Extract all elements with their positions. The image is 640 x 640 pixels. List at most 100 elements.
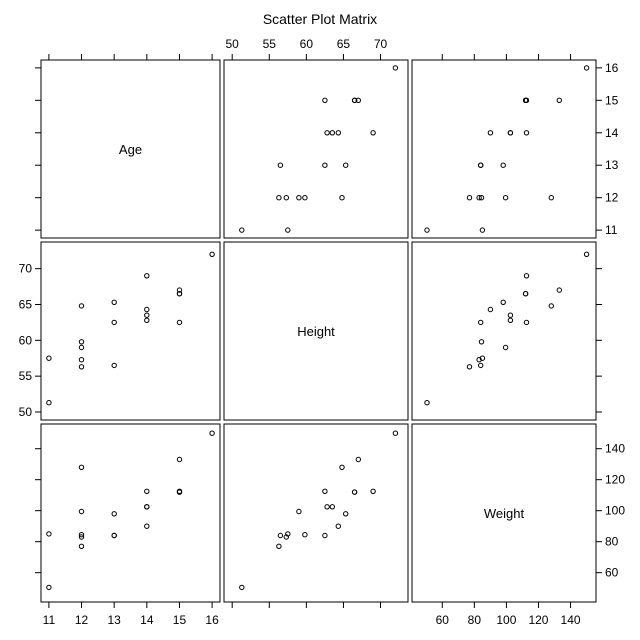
data-point — [78, 364, 85, 370]
data-point — [500, 162, 506, 168]
data-point — [144, 523, 150, 529]
x-tick-label: 60 — [300, 37, 314, 51]
data-point — [296, 508, 302, 515]
data-point — [46, 400, 52, 406]
data-point — [478, 362, 484, 369]
data-point — [46, 584, 52, 591]
y-tick-label: 65 — [19, 297, 33, 311]
data-point — [322, 97, 328, 104]
data-point — [46, 531, 52, 537]
data-point — [370, 130, 376, 136]
x-tick-label: 14 — [140, 613, 154, 627]
data-point — [78, 344, 85, 351]
data-point — [111, 532, 117, 539]
data-point — [322, 162, 328, 168]
data-point — [111, 511, 117, 517]
data-point — [78, 534, 85, 540]
data-point — [283, 195, 289, 201]
data-point — [329, 504, 335, 510]
data-point — [583, 251, 590, 258]
data-point — [424, 227, 430, 233]
y-tick-label: 12 — [605, 191, 619, 205]
data-point — [479, 355, 486, 361]
data-point — [392, 65, 399, 71]
x-tick-label: 60 — [436, 613, 450, 627]
data-point — [487, 306, 494, 313]
data-point — [351, 97, 358, 104]
data-point — [335, 130, 341, 136]
x-tick-label: 15 — [173, 613, 187, 627]
y-tick-label: 16 — [605, 61, 619, 75]
data-point — [277, 162, 284, 168]
data-point — [176, 489, 183, 495]
panel-frame — [40, 423, 221, 603]
data-point — [355, 456, 361, 463]
data-point — [78, 357, 85, 363]
y-tick-label: 13 — [605, 158, 619, 172]
data-point — [522, 97, 529, 104]
x-tick-label: 13 — [107, 613, 121, 627]
y-tick-label: 14 — [605, 126, 619, 140]
data-point — [302, 195, 308, 201]
data-point — [370, 488, 376, 494]
data-point — [46, 355, 52, 361]
data-point — [285, 227, 291, 233]
panel-height-vs-age — [40, 241, 221, 421]
panel-frame — [411, 241, 597, 421]
data-point — [487, 130, 494, 136]
x-tick-label: 50 — [226, 37, 240, 51]
y-tick-label: 60 — [19, 333, 33, 347]
data-point — [502, 195, 509, 201]
x-tick-label: 65 — [337, 37, 351, 51]
chart-title: Scatter Plot Matrix — [263, 11, 377, 27]
data-point — [302, 532, 308, 538]
data-point — [144, 488, 150, 494]
data-point — [478, 339, 485, 345]
data-point — [144, 306, 150, 313]
data-point — [176, 291, 183, 297]
data-point — [343, 511, 349, 517]
data-point — [355, 97, 361, 104]
y-tick-label: 120 — [605, 473, 625, 487]
x-tick-label: 140 — [561, 613, 581, 627]
y-tick-label: 15 — [605, 93, 619, 107]
data-point — [78, 508, 85, 515]
x-tick-label: 120 — [528, 613, 548, 627]
panel-weight-vs-weight: Weight — [411, 423, 597, 603]
data-point — [339, 195, 345, 201]
data-point — [329, 130, 335, 136]
variable-label-age: Age — [119, 142, 142, 157]
data-point — [324, 504, 330, 510]
panel-frame — [411, 59, 597, 239]
data-point — [548, 303, 554, 309]
data-point — [523, 319, 530, 326]
panel-age-vs-age: Age — [40, 59, 221, 239]
data-point — [583, 65, 590, 71]
data-point — [144, 317, 150, 323]
panel-frame — [223, 423, 409, 603]
panel-frame — [40, 241, 221, 421]
data-point — [78, 339, 85, 345]
panel-height-vs-height: Height — [223, 241, 409, 421]
data-point — [322, 532, 328, 539]
x-tick-label: 70 — [374, 37, 388, 51]
data-point — [144, 312, 150, 318]
panel-weight-vs-height — [223, 423, 409, 603]
y-tick-label: 140 — [605, 442, 625, 456]
data-point — [478, 195, 485, 201]
data-point — [285, 531, 291, 537]
data-point — [476, 195, 482, 201]
panel-frame — [223, 241, 409, 421]
data-point — [296, 195, 302, 201]
data-point — [176, 319, 183, 326]
data-point — [507, 317, 514, 323]
data-point — [276, 543, 282, 549]
data-point — [209, 251, 215, 258]
panel-weight-vs-age — [40, 423, 221, 603]
y-tick-label: 11 — [605, 223, 618, 237]
data-point — [78, 464, 85, 470]
data-point — [176, 456, 183, 463]
data-point — [466, 195, 473, 201]
